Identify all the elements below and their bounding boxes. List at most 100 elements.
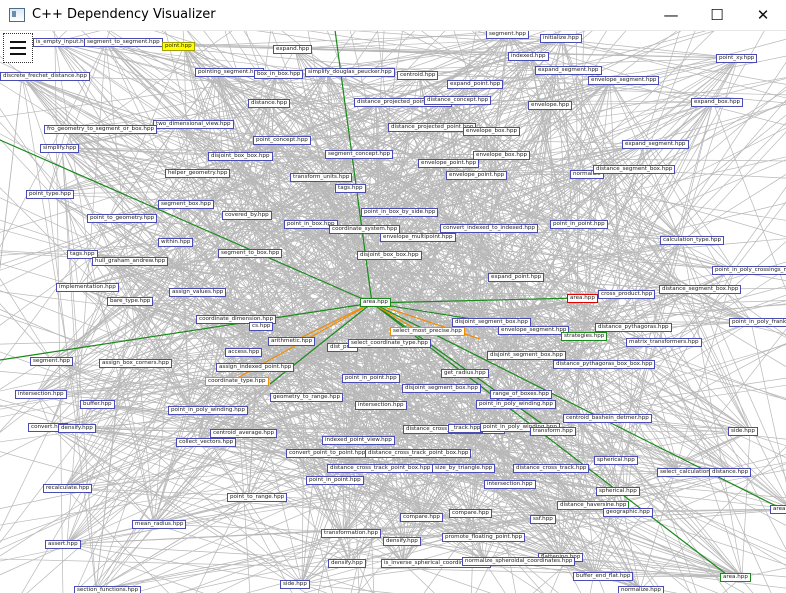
- graph-node[interactable]: covered_by.hpp: [222, 211, 272, 220]
- graph-node[interactable]: distance_segment_box.hpp: [659, 285, 742, 294]
- graph-node[interactable]: area.hpp: [770, 505, 786, 514]
- graph-node[interactable]: point_in_poly_winding.hpp: [476, 400, 556, 409]
- graph-node[interactable]: point.hpp: [162, 42, 195, 51]
- graph-node[interactable]: distance_pythagoras_box_box.hpp: [553, 360, 656, 369]
- graph-node[interactable]: normalize: [570, 170, 604, 179]
- graph-node[interactable]: discrete_frechet_distance.hpp: [0, 72, 90, 81]
- graph-node[interactable]: assert.hpp: [45, 540, 81, 549]
- graph-node[interactable]: tags.hpp: [335, 184, 366, 193]
- graph-node[interactable]: transform.hpp: [530, 427, 576, 436]
- graph-canvas[interactable]: is_empty_input.hpp segment_to_segment.hpp…: [0, 30, 786, 593]
- graph-node[interactable]: area.hpp: [720, 573, 751, 582]
- graph-node[interactable]: point_in_poly_winding.hpp: [168, 406, 248, 415]
- graph-node[interactable]: coordinate_dimension.hpp: [196, 315, 277, 324]
- graph-node[interactable]: densify.hpp: [383, 537, 421, 546]
- graph-node[interactable]: mean_radius.hpp: [132, 520, 187, 529]
- graph-node[interactable]: collect_vectors.hpp: [176, 438, 237, 447]
- graph-node[interactable]: normalize_spheroidal_coordinates.hpp: [462, 557, 576, 566]
- graph-node[interactable]: compare.hpp: [449, 509, 492, 518]
- graph-node[interactable]: cross_product.hpp: [598, 290, 656, 299]
- graph-node[interactable]: indexed_point_view.hpp: [322, 436, 395, 445]
- graph-node[interactable]: initialize.hpp: [540, 34, 582, 43]
- graph-node[interactable]: geographic.hpp: [603, 508, 653, 517]
- graph-node[interactable]: area.hpp: [360, 298, 391, 307]
- graph-node[interactable]: buffer_end_flat.hpp: [573, 572, 634, 581]
- graph-node[interactable]: point_in_box_by_side.hpp: [361, 208, 439, 217]
- graph-node[interactable]: recalculate.hpp: [43, 484, 93, 493]
- graph-node[interactable]: section_functions.hpp: [74, 586, 142, 593]
- graph-node[interactable]: segment_to_segment.hpp: [84, 38, 163, 47]
- graph-node[interactable]: disjoint_segment_box.hpp: [487, 351, 566, 360]
- graph-node[interactable]: hull_graham_andrew.hpp: [92, 257, 169, 266]
- close-button[interactable]: ✕: [756, 6, 770, 24]
- graph-node[interactable]: distance_pythagoras.hpp: [595, 323, 672, 332]
- graph-node[interactable]: point_in_poly_franklin.hpp: [729, 318, 786, 327]
- graph-node[interactable]: segment_to_box.hpp: [218, 249, 283, 258]
- graph-node[interactable]: point_concept.hpp: [253, 136, 311, 145]
- graph-node[interactable]: matrix_transformers.hpp: [626, 338, 702, 347]
- graph-node[interactable]: centroid.hpp: [397, 71, 439, 80]
- graph-node[interactable]: segment.hpp: [30, 357, 73, 366]
- graph-node[interactable]: disjoint_box_box.hpp: [208, 152, 273, 161]
- graph-node[interactable]: range_of_boxes.hpp: [490, 390, 552, 399]
- graph-node[interactable]: point_type.hpp: [26, 190, 74, 199]
- graph-node[interactable]: access.hpp: [225, 348, 263, 357]
- graph-node[interactable]: spherical.hpp: [594, 456, 638, 465]
- graph-node[interactable]: calculation_type.hpp: [660, 236, 725, 245]
- graph-node[interactable]: envelope_point.hpp: [446, 171, 508, 180]
- graph-node[interactable]: segment_box.hpp: [158, 200, 214, 209]
- graph-node[interactable]: _track.hpp: [448, 424, 484, 433]
- graph-node[interactable]: point_in_box.hpp: [284, 220, 338, 229]
- graph-node[interactable]: point_to_range.hpp: [227, 493, 288, 502]
- graph-node[interactable]: box_in_box.hpp: [254, 70, 304, 79]
- graph-node[interactable]: point_in_point.hpp: [306, 476, 364, 485]
- graph-node[interactable]: promote_floating_point.hpp: [442, 533, 526, 542]
- graph-node[interactable]: disjoint_segment_box.hpp: [402, 384, 481, 393]
- graph-node[interactable]: transformation.hpp: [321, 529, 381, 538]
- graph-node[interactable]: get_radius.hpp: [441, 369, 489, 378]
- graph-node[interactable]: select_most_precise.hpp: [390, 327, 465, 336]
- graph-node[interactable]: compare.hpp: [400, 513, 443, 522]
- graph-node[interactable]: densify.hpp: [58, 424, 96, 433]
- graph-node[interactable]: expand_point.hpp: [447, 80, 504, 89]
- graph-node[interactable]: envelope_multipoint.hpp: [380, 233, 456, 242]
- graph-node[interactable]: normalize.hpp: [618, 586, 664, 593]
- graph-node[interactable]: intersection.hpp: [355, 401, 407, 410]
- graph-node[interactable]: coordinate_system.hpp: [329, 225, 401, 234]
- graph-node[interactable]: geometry_to_range.hpp: [270, 393, 344, 402]
- graph-node[interactable]: point_to_geometry.hpp: [87, 214, 158, 223]
- graph-node[interactable]: disjoint_segment_box.hpp: [452, 318, 531, 327]
- graph-node[interactable]: expand.hpp: [273, 45, 313, 54]
- graph-node[interactable]: envelope_point.hpp: [418, 159, 480, 168]
- graph-node[interactable]: assign_box_corners.hpp: [99, 359, 172, 368]
- graph-node[interactable]: helper_geometry.hpp: [165, 169, 231, 178]
- graph-node[interactable]: expand_point.hpp: [488, 273, 545, 282]
- graph-node[interactable]: distance_cross_track.hpp: [513, 464, 590, 473]
- graph-node[interactable]: convert_indexed_to_indexed.hpp: [440, 224, 538, 233]
- graph-node[interactable]: distance.hpp: [248, 99, 291, 108]
- graph-node[interactable]: envelope_box.hpp: [473, 151, 531, 160]
- graph-node[interactable]: expand_segment.hpp: [535, 66, 602, 75]
- minimize-button[interactable]: —: [663, 6, 679, 24]
- graph-node[interactable]: buffer.hpp: [80, 400, 115, 409]
- graph-node[interactable]: segment_concept.hpp: [325, 150, 394, 159]
- graph-node[interactable]: implementation.hpp: [56, 283, 119, 292]
- graph-node[interactable]: point_in_point.hpp: [550, 220, 608, 229]
- graph-node[interactable]: intersection.hpp: [484, 480, 536, 489]
- graph-node[interactable]: densify.hpp: [328, 559, 366, 568]
- graph-node[interactable]: centroid_bashein_detmer.hpp: [563, 414, 652, 423]
- hamburger-menu-button[interactable]: [3, 33, 33, 63]
- graph-node[interactable]: envelope_segment.hpp: [498, 326, 570, 335]
- graph-node[interactable]: size_by_triangle.hpp: [432, 464, 496, 473]
- graph-node[interactable]: tags.hpp: [67, 250, 98, 259]
- graph-node[interactable]: area.hpp: [567, 294, 598, 303]
- graph-node[interactable]: simplify_douglas_peucker.hpp: [305, 68, 395, 77]
- graph-node[interactable]: fro_geometry_to_segment_or_box.hpp: [44, 125, 158, 134]
- graph-node[interactable]: distance_concept.hpp: [424, 96, 492, 105]
- graph-node[interactable]: segment.hpp: [486, 30, 529, 39]
- graph-node[interactable]: side.hpp: [728, 427, 758, 436]
- graph-node[interactable]: coordinate_type.hpp: [205, 377, 269, 386]
- graph-node[interactable]: convert_point_to_point.hpp: [286, 449, 369, 458]
- graph-node[interactable]: spherical.hpp: [596, 487, 640, 496]
- graph-node[interactable]: ssf.hpp: [530, 515, 556, 524]
